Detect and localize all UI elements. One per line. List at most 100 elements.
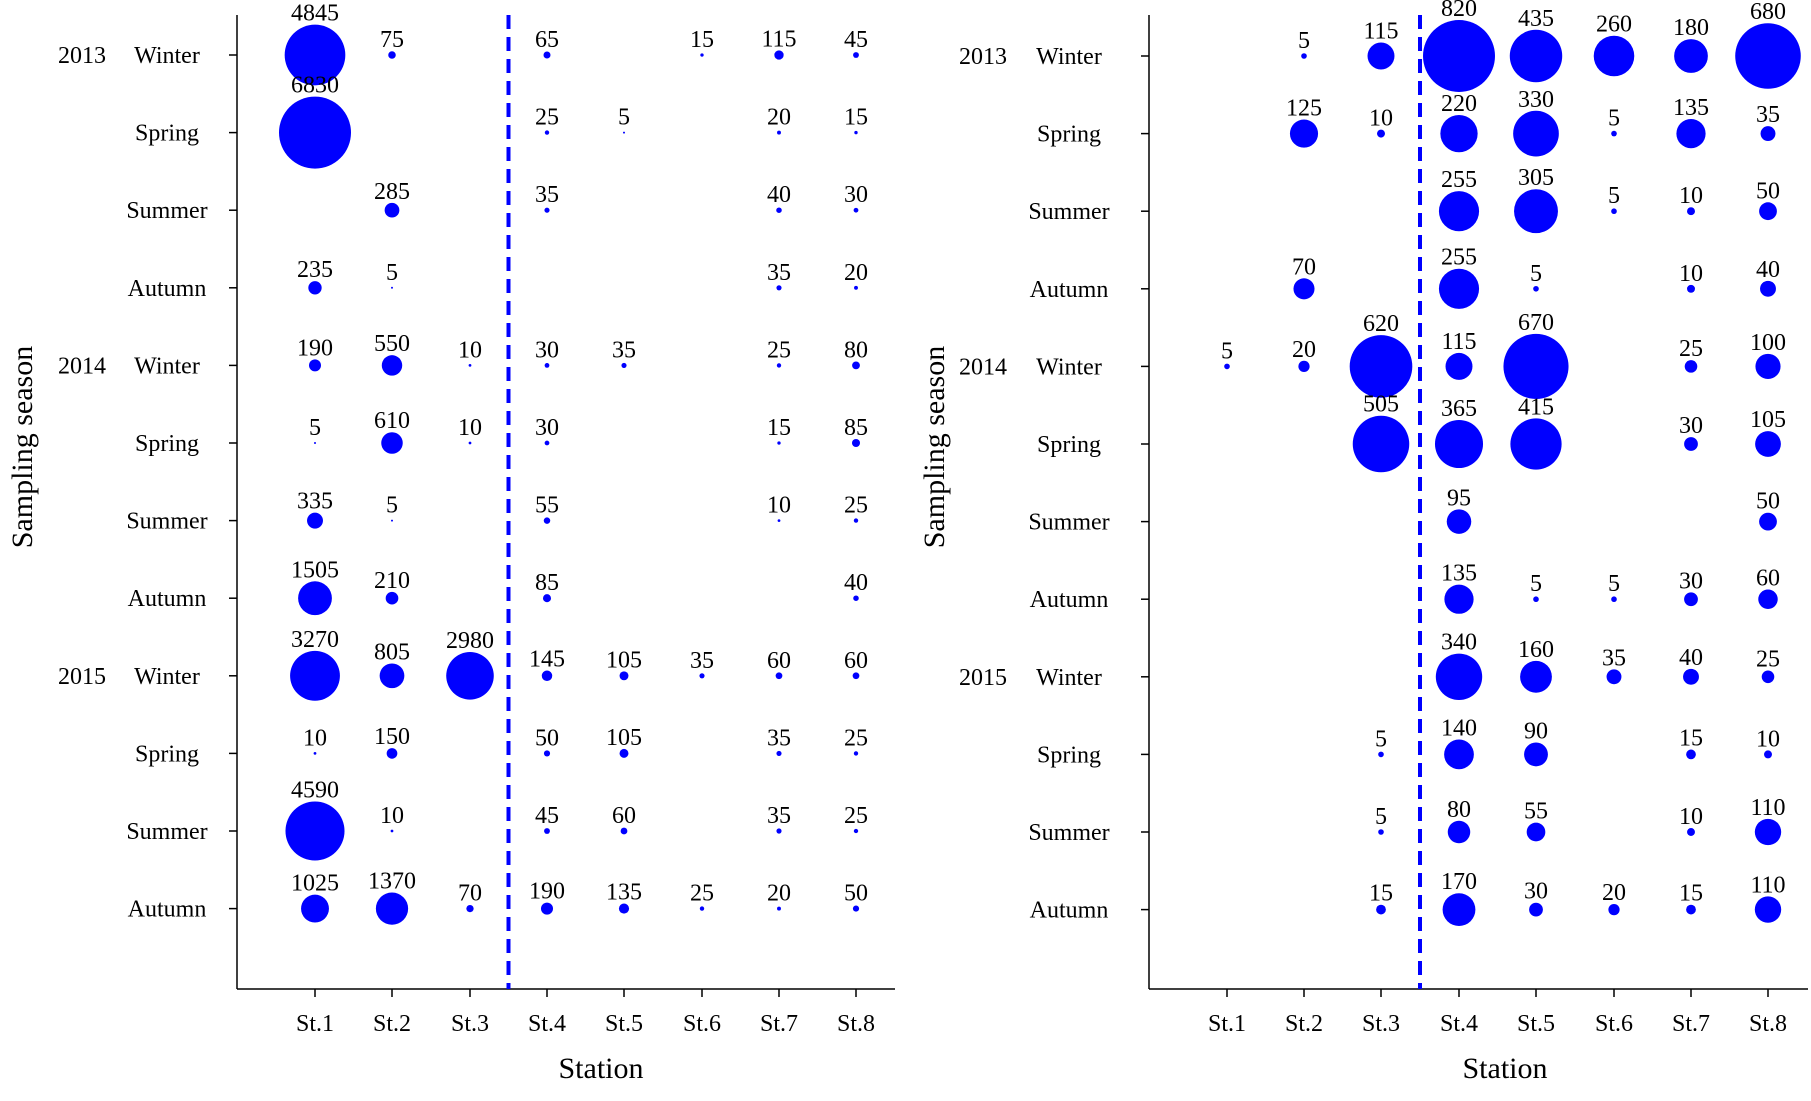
right-bubble-panel: 2013 Winter Spring Summer Autumn 2014 Winter Sp… <box>918 0 1808 1085</box>
station-label: St.1 <box>296 1011 334 1037</box>
bubble <box>1611 208 1617 215</box>
station-label: St.4 <box>1440 1011 1478 1037</box>
bubble <box>700 53 704 57</box>
bubble <box>854 285 858 290</box>
bubble-value-label: 235 <box>297 257 333 283</box>
bubble-value-label: 35 <box>690 648 714 674</box>
season-label: Winter <box>134 664 200 690</box>
bubble-value-label: 85 <box>844 415 868 441</box>
bubble <box>777 519 781 522</box>
bubble-value-label: 5 <box>1221 338 1233 364</box>
bubble <box>541 670 553 682</box>
bubble-value-label: 4845 <box>291 1 339 27</box>
bubble-value-label: 135 <box>1441 561 1477 587</box>
bubble-value-label: 140 <box>1441 716 1477 742</box>
bubble <box>1444 739 1474 770</box>
bubble-value-label: 35 <box>535 182 559 208</box>
bubble <box>1608 903 1620 916</box>
season-label: Autumn <box>1030 898 1109 924</box>
bubble-value-label: 220 <box>1441 91 1477 117</box>
bubble-value-label: 65 <box>535 27 559 53</box>
bubble-value-label: 170 <box>1441 869 1477 895</box>
bubble-value-label: 680 <box>1750 0 1786 25</box>
bubble-value-label: 10 <box>1369 106 1393 132</box>
y-axis-title: Sampling season <box>918 346 951 549</box>
bubble-value-label: 5 <box>1375 726 1387 752</box>
bubble <box>544 363 550 368</box>
station-label: St.4 <box>528 1011 566 1037</box>
bubble-value-label: 260 <box>1596 12 1632 38</box>
bubble <box>1378 829 1384 835</box>
station-label: St.5 <box>1517 1011 1555 1037</box>
bubble-value-label: 15 <box>767 415 791 441</box>
bubble <box>290 650 340 701</box>
bubble <box>1686 904 1696 915</box>
bubble-value-label: 35 <box>1756 102 1780 128</box>
bubble-value-label: 80 <box>1447 797 1471 823</box>
bubble-value-label: 365 <box>1441 396 1477 422</box>
bubble-value-label: 10 <box>1756 726 1780 752</box>
bubble <box>279 96 351 169</box>
bubble <box>391 519 393 522</box>
bubble-value-label: 5 <box>1608 106 1620 132</box>
bubble <box>468 441 472 445</box>
bubble-value-label: 2980 <box>446 628 494 654</box>
bubble-value-label: 100 <box>1750 330 1786 356</box>
bubble <box>1593 35 1635 77</box>
bubble <box>777 441 781 445</box>
bubble <box>774 50 784 60</box>
bubble <box>1298 360 1310 373</box>
bubble-value-label: 30 <box>1679 413 1703 439</box>
bubble <box>1533 285 1539 292</box>
bubble-value-label: 10 <box>1679 804 1703 830</box>
bubble-value-label: 805 <box>374 639 410 665</box>
bubble <box>1293 278 1315 300</box>
bubble <box>853 595 859 601</box>
bubble-value-label: 5 <box>1375 804 1387 830</box>
season-label: Spring <box>1037 742 1101 768</box>
bubble-value-label: 1505 <box>291 557 339 583</box>
y-axis-title: Sampling season <box>6 346 39 549</box>
bubble <box>386 748 398 759</box>
bubble-value-label: 85 <box>535 570 559 596</box>
bubble-value-label: 670 <box>1518 310 1554 336</box>
bubble <box>776 828 782 834</box>
year-label: 2014 <box>959 354 1007 380</box>
bubble-value-label: 135 <box>1673 95 1709 121</box>
bubble <box>1754 818 1782 846</box>
bubble <box>391 286 393 289</box>
bubble-value-label: 25 <box>767 337 791 363</box>
season-label: Autumn <box>1030 277 1109 303</box>
bubble-value-label: 110 <box>1750 872 1785 898</box>
bubble <box>385 591 399 605</box>
bubble <box>1687 207 1695 216</box>
season-label: Summer <box>126 198 207 224</box>
bubble-value-label: 15 <box>690 27 714 53</box>
bubble <box>1224 363 1230 370</box>
bubble <box>1435 653 1483 700</box>
bubble <box>1349 335 1413 398</box>
bubble-value-label: 20 <box>1602 880 1626 906</box>
bubble <box>1438 191 1480 232</box>
bubble <box>314 442 316 444</box>
bubble-value-label: 160 <box>1518 637 1554 663</box>
bubble <box>1533 596 1539 603</box>
bubble <box>1526 822 1546 842</box>
bubble <box>543 750 551 757</box>
bubble <box>1606 669 1622 685</box>
bubble-value-label: 5 <box>309 415 321 441</box>
bubble <box>1761 670 1775 684</box>
bubble-value-label: 25 <box>844 725 868 751</box>
bubble-value-label: 30 <box>535 337 559 363</box>
bubble <box>466 904 474 913</box>
bubble-value-label: 10 <box>1679 183 1703 209</box>
bubble-value-label: 10 <box>767 493 791 519</box>
bubble-value-label: 105 <box>606 647 642 673</box>
season-label: Spring <box>135 431 199 457</box>
bubble-value-label: 5 <box>1608 183 1620 209</box>
bubble-value-label: 210 <box>374 568 410 594</box>
bubble <box>544 207 550 213</box>
bubble <box>1755 353 1781 379</box>
bubble-value-label: 10 <box>303 725 327 751</box>
bubble <box>776 750 782 756</box>
